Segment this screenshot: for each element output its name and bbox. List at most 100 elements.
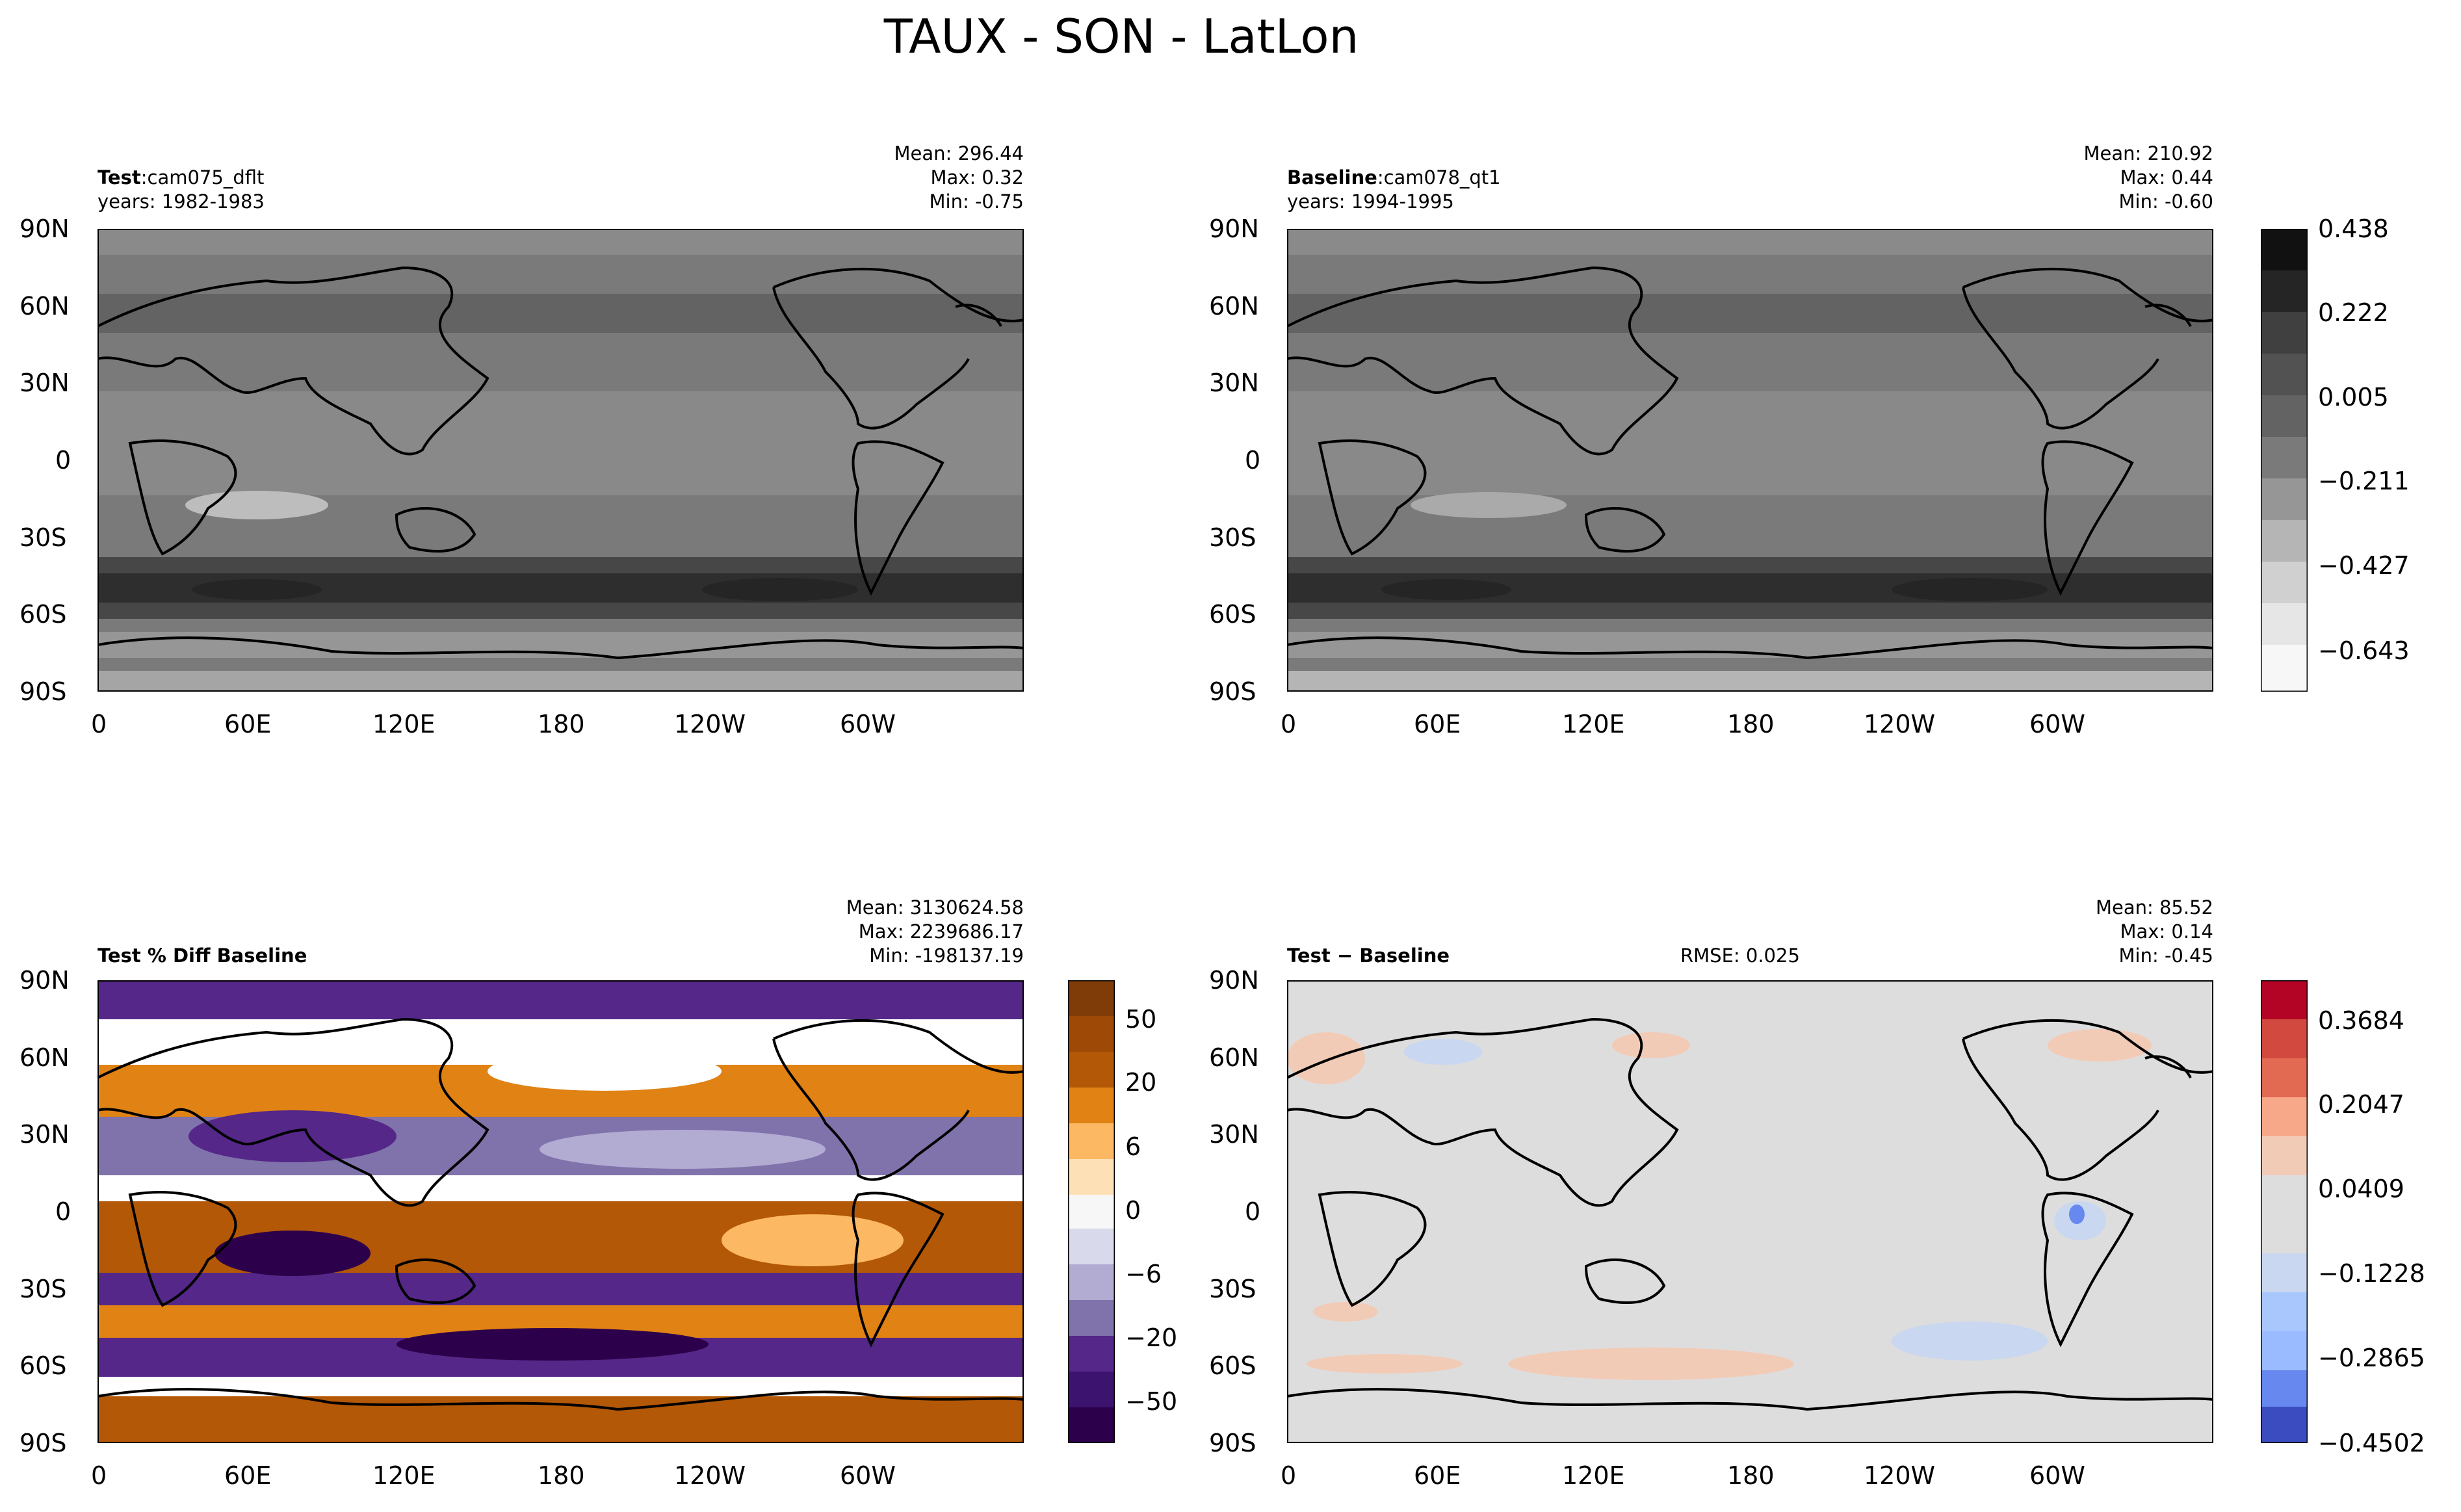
baseline-panel-label: Baseline:cam078_qt1 years: 1994-1995 <box>1287 166 1501 214</box>
diff-xtick: 0 <box>1281 1461 1297 1490</box>
test-stats: Mean: 296.44 Max: 0.32 Min: -0.75 <box>829 142 1024 214</box>
pctdiff-stats: Mean: 3130624.58 Max: 2239686.17 Min: -1… <box>764 896 1024 968</box>
test-ytick: 60N <box>20 292 70 320</box>
test-ytick: 60S <box>20 600 67 629</box>
test-panel-label: Test:cam075_dflt years: 1982-1983 <box>98 166 265 214</box>
diff-stat-min: Min: -0.45 <box>2118 945 2213 967</box>
test-xtick: 60E <box>224 710 272 738</box>
baseline-ytick: 60N <box>1209 292 1259 320</box>
diff-cbar-tick: 0.2047 <box>2318 1090 2404 1119</box>
pctdiff-stat-mean: Mean: 3130624.58 <box>846 896 1024 919</box>
test-ytick: 30N <box>20 369 70 397</box>
pctdiff-map <box>98 980 1024 1443</box>
baseline-map <box>1287 229 2213 692</box>
baseline-xtick: 0 <box>1281 710 1297 738</box>
baseline-stat-mean: Mean: 210.92 <box>2083 142 2213 164</box>
pctdiff-cbar-tick: −20 <box>1125 1323 1178 1352</box>
baseline-label-bold: Baseline <box>1287 166 1377 189</box>
pctdiff-label-bold: Test % Diff Baseline <box>98 945 307 967</box>
baseline-xtick: 60W <box>2029 710 2085 738</box>
diff-ytick: 30S <box>1209 1275 1257 1303</box>
diff-ytick: 0 <box>1245 1197 1261 1226</box>
pctdiff-xtick: 120E <box>372 1461 436 1490</box>
pctdiff-ytick: 30N <box>20 1120 70 1149</box>
diff-xtick: 180 <box>1727 1461 1775 1490</box>
baseline-cbar-tick: 0.222 <box>2318 298 2389 327</box>
diff-stat-mean: Mean: 85.52 <box>2095 896 2213 919</box>
diff-ytick: 60S <box>1209 1351 1257 1380</box>
baseline-stat-max: Max: 0.44 <box>2120 166 2213 189</box>
baseline-ytick: 90S <box>1209 677 1257 706</box>
pctdiff-xtick: 0 <box>91 1461 107 1490</box>
pctdiff-cbar-tick: 50 <box>1125 1005 1157 1034</box>
baseline-xtick: 120W <box>1864 710 1936 738</box>
baseline-ytick: 30N <box>1209 369 1259 397</box>
pctdiff-ytick: 30S <box>20 1275 67 1303</box>
test-years: years: 1982-1983 <box>98 190 265 213</box>
diff-rmse: RMSE: 0.025 <box>1680 945 1800 967</box>
pctdiff-cbar-tick: 20 <box>1125 1068 1157 1097</box>
pctdiff-xtick: 180 <box>538 1461 585 1490</box>
test-xtick: 120E <box>372 710 436 738</box>
pctdiff-cbar-tick: −50 <box>1125 1387 1178 1416</box>
test-xtick: 120W <box>674 710 746 738</box>
pctdiff-ytick: 0 <box>55 1197 72 1226</box>
test-xtick: 0 <box>91 710 107 738</box>
test-label-case: :cam075_dflt <box>140 166 265 189</box>
baseline-years: years: 1994-1995 <box>1287 190 1454 213</box>
diff-ytick: 90S <box>1209 1429 1257 1457</box>
test-ytick: 90N <box>20 215 70 243</box>
test-ytick: 0 <box>55 446 72 475</box>
diff-xtick: 120W <box>1864 1461 1936 1490</box>
baseline-ytick: 60S <box>1209 600 1257 629</box>
baseline-label-case: :cam078_qt1 <box>1377 166 1501 189</box>
pctdiff-stat-max: Max: 2239686.17 <box>858 920 1024 943</box>
diff-label-bold: Test − Baseline <box>1287 945 1450 967</box>
pctdiff-xtick: 60E <box>224 1461 272 1490</box>
test-xtick: 60W <box>840 710 896 738</box>
pctdiff-panel-label: Test % Diff Baseline <box>98 944 307 968</box>
diff-cbar-tick: −0.4502 <box>2318 1429 2425 1457</box>
test-label-bold: Test <box>98 166 141 189</box>
test-ytick: 30S <box>20 523 67 552</box>
pctdiff-cbar-tick: 6 <box>1125 1132 1141 1161</box>
baseline-cbar-tick: −0.427 <box>2318 551 2410 580</box>
diff-cbar-tick: 0.0409 <box>2318 1175 2404 1203</box>
diff-map <box>1287 980 2213 1443</box>
baseline-cbar-tick: −0.211 <box>2318 467 2410 495</box>
pctdiff-cbar-tick: 0 <box>1125 1196 1141 1225</box>
diff-cbar-tick: −0.1228 <box>2318 1259 2425 1288</box>
test-xtick: 180 <box>538 710 585 738</box>
pctdiff-colorbar <box>1068 980 1115 1443</box>
diff-cbar-tick: 0.3684 <box>2318 1006 2404 1035</box>
baseline-ytick: 90N <box>1209 215 1259 243</box>
diff-cbar-tick: −0.2865 <box>2318 1344 2425 1372</box>
diff-ytick: 30N <box>1209 1120 1259 1149</box>
test-ytick: 90S <box>20 677 67 706</box>
diff-ytick: 90N <box>1209 966 1259 995</box>
test-stat-mean: Mean: 296.44 <box>894 142 1024 164</box>
baseline-colorbar <box>2261 229 2308 692</box>
diff-stat-max: Max: 0.14 <box>2120 920 2213 943</box>
figure-title: TAUX - SON - LatLon <box>883 9 1359 64</box>
baseline-stat-min: Min: -0.60 <box>2118 190 2213 213</box>
test-map <box>98 229 1024 692</box>
diff-stats: Mean: 85.52 Max: 0.14 Min: -0.45 <box>2018 896 2213 968</box>
diff-xtick: 60W <box>2029 1461 2085 1490</box>
test-stat-min: Min: -0.75 <box>929 190 1024 213</box>
diff-colorbar <box>2261 980 2308 1443</box>
baseline-cbar-tick: −0.643 <box>2318 636 2410 665</box>
diff-panel-label: Test − Baseline <box>1287 944 1450 968</box>
baseline-xtick: 60E <box>1414 710 1461 738</box>
pctdiff-xtick: 60W <box>840 1461 896 1490</box>
pctdiff-ytick: 60N <box>20 1043 70 1072</box>
pctdiff-ytick: 90N <box>20 966 70 995</box>
baseline-stats: Mean: 210.92 Max: 0.44 Min: -0.60 <box>2018 142 2213 214</box>
pctdiff-ytick: 90S <box>20 1429 67 1457</box>
pctdiff-stat-min: Min: -198137.19 <box>869 945 1024 967</box>
diff-xtick: 120E <box>1562 1461 1625 1490</box>
baseline-ytick: 0 <box>1245 446 1261 475</box>
baseline-cbar-tick: 0.438 <box>2318 215 2389 243</box>
diff-xtick: 60E <box>1414 1461 1461 1490</box>
pctdiff-xtick: 120W <box>674 1461 746 1490</box>
